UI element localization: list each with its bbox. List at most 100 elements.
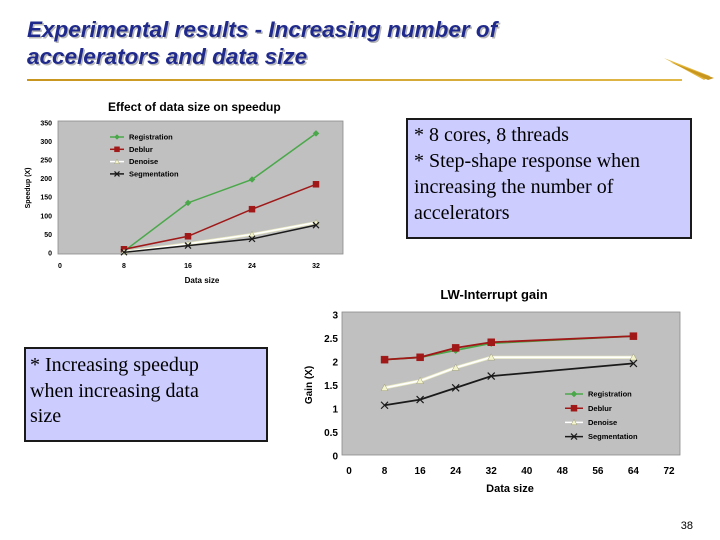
data-point-deblur <box>248 205 256 213</box>
note-line: size <box>30 405 62 427</box>
y-tick-label: 150 <box>40 195 52 202</box>
y-tick-label: 50 <box>44 232 52 239</box>
series-line-registration <box>123 132 317 252</box>
legend-marker-deblur <box>114 146 120 153</box>
y-tick-label: 300 <box>40 139 52 146</box>
legend-label-registration: Registration <box>129 133 173 142</box>
page-number: 38 <box>680 520 693 532</box>
x-tick-label: 48 <box>557 466 569 477</box>
data-point-deblur <box>629 332 638 340</box>
legend-marker-deblur <box>570 404 578 412</box>
y-tick-label: 2.5 <box>324 334 338 345</box>
note-line: accelerators <box>414 202 510 224</box>
data-point-segmentation <box>184 242 192 249</box>
x-tick-label: 16 <box>184 263 192 270</box>
x-tick-label: 8 <box>122 263 126 270</box>
y-axis-label: Gain (X) <box>304 366 315 404</box>
y-tick-label: 0.5 <box>324 428 338 439</box>
plot-area <box>57 120 344 255</box>
data-point-denoise <box>380 383 389 391</box>
data-point-segmentation <box>416 395 425 404</box>
data-point-segmentation <box>312 221 320 229</box>
marker-stroke <box>629 359 638 368</box>
marker-stroke <box>114 170 120 177</box>
y-tick-label: 250 <box>40 158 52 165</box>
x-tick-label: 8 <box>382 466 388 477</box>
slide-title-line-2: accelerators and data size <box>27 44 308 69</box>
legend-label-deblur: Deblur <box>588 404 612 413</box>
data-point-registration <box>312 130 320 137</box>
legend-marker-segmentation <box>570 433 578 441</box>
x-tick-label: 0 <box>58 263 62 270</box>
legend-marker-denoise <box>570 418 578 426</box>
legend-marker-segmentation <box>114 170 120 177</box>
data-point-deblur <box>416 353 424 362</box>
data-point-deblur <box>451 344 460 352</box>
series-line-segmentation <box>123 224 317 254</box>
marker-stroke <box>380 401 389 410</box>
legend-label-deblur: Deblur <box>129 145 153 154</box>
series-line-deblur <box>123 183 317 251</box>
marker-stroke <box>570 433 578 441</box>
chart-title: Effect of data size on speedup <box>108 100 281 114</box>
legend-label-segmentation: Segmentation <box>129 170 179 179</box>
y-axis-label: Speedup (X) <box>25 168 32 209</box>
marker-stroke <box>416 395 425 404</box>
x-tick-label: 16 <box>415 466 427 477</box>
note-line: when increasing data <box>30 379 199 402</box>
data-point-denoise <box>416 376 425 384</box>
x-tick-label: 32 <box>312 263 320 270</box>
accent-arrow-icon <box>664 58 714 80</box>
data-point-denoise <box>248 230 256 238</box>
x-tick-label: 64 <box>628 466 640 477</box>
y-tick-label: 1 <box>332 405 338 416</box>
x-tick-label: 56 <box>592 466 604 477</box>
chart-title: LW-Interrupt gain <box>440 287 547 302</box>
y-tick-label: 100 <box>40 213 52 220</box>
x-axis-label: Data size <box>185 276 220 285</box>
data-point-registration <box>184 199 192 207</box>
legend-label-denoise: Denoise <box>588 418 617 427</box>
interrupt-gain-chart: LW-Interrupt gain 0 0.5 1 1.5 2 2.5 3 0 8 16 24 32 40… <box>304 287 681 495</box>
data-point-denoise <box>487 353 496 361</box>
marker-stroke <box>120 248 128 256</box>
data-point-segmentation <box>248 235 256 243</box>
data-point-deblur <box>380 355 389 364</box>
slide-title-line-1: Experimental results - Increasing number… <box>27 17 498 42</box>
data-point-denoise <box>451 363 460 371</box>
y-tick-label: 350 <box>40 120 52 127</box>
data-point-deblur <box>312 181 320 188</box>
marker-stroke <box>451 383 460 392</box>
speedup-chart: Effect of data size on speedup 0 50 100 150 2… <box>25 100 344 285</box>
data-point-segmentation <box>380 401 389 410</box>
x-tick-label: 0 <box>346 466 352 477</box>
data-point-deblur <box>184 233 192 240</box>
x-tick-label: 24 <box>450 466 462 477</box>
note-line: * Step-shape response when <box>414 150 641 172</box>
data-point-segmentation <box>120 248 128 256</box>
legend-label-denoise: Denoise <box>129 157 158 166</box>
legend-label-registration: Registration <box>588 390 632 399</box>
y-tick-label: 3 <box>332 311 338 322</box>
x-tick-label: 40 <box>521 466 533 477</box>
y-tick-label: 0 <box>48 250 52 257</box>
legend-marker-denoise <box>114 158 120 164</box>
note-line: increasing the number of <box>414 176 614 198</box>
marker-stroke <box>487 372 496 381</box>
marker-stroke <box>184 242 192 249</box>
data-point-segmentation <box>451 383 460 392</box>
note-box-speedup: * Increasing speedup when increasing dat… <box>24 347 268 442</box>
slide-title: Experimental results - Increasing number… <box>27 16 667 70</box>
note-line: * 8 cores, 8 threads <box>414 124 569 146</box>
marker-stroke <box>248 235 256 243</box>
y-tick-label: 1.5 <box>324 381 338 392</box>
note-line: * Increasing speedup <box>30 354 199 376</box>
data-point-denoise <box>629 353 638 361</box>
legend-marker-registration <box>570 390 578 398</box>
legend-label-segmentation: Segmentation <box>588 432 638 441</box>
title-underline <box>27 79 682 81</box>
data-point-segmentation <box>487 372 496 381</box>
data-point-deblur <box>487 338 495 347</box>
y-tick-label: 0 <box>332 452 338 463</box>
x-axis-label: Data size <box>486 483 534 495</box>
